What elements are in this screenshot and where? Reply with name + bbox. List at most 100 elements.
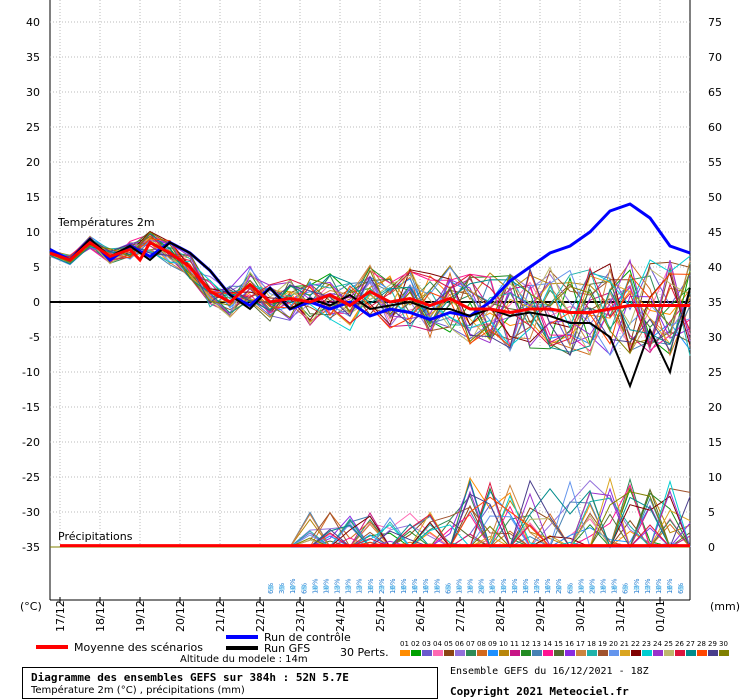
pert-color-swatch: [510, 650, 520, 656]
left-tick-label: -10: [22, 366, 40, 379]
precip-percent-label: 16%: [489, 578, 497, 594]
snowflake-icon: ❄: [322, 584, 330, 594]
pert-number: 21: [620, 640, 629, 648]
precip-percent-label: 13%: [633, 578, 641, 594]
altitude-label: Altitude du modele : 14m: [180, 654, 308, 665]
pert-color-swatch: [444, 650, 454, 656]
pert-number: 23: [642, 640, 651, 648]
pert-color-swatch: [664, 650, 674, 656]
perturbation-line: [49, 232, 691, 353]
pert-number: 26: [675, 640, 684, 648]
x-tick-label: 25/12: [374, 600, 387, 632]
pert-number: 01: [400, 640, 409, 648]
pert-color-swatch: [400, 650, 410, 656]
left-tick-label: 35: [26, 51, 40, 64]
pert-color-swatch: [653, 650, 663, 656]
pert-number: 16: [565, 640, 574, 648]
right-axis-unit: (mm): [710, 600, 740, 613]
snowflake-icon: ❄: [489, 584, 497, 594]
snowflake-icon: ❄: [500, 584, 508, 594]
pert-color-swatch: [466, 650, 476, 656]
perturbation-line: [49, 239, 691, 357]
pert-number: 03: [422, 640, 431, 648]
precip-percent-label: 13%: [345, 578, 353, 594]
perturbation-line: [49, 236, 691, 348]
left-tick-label: 5: [33, 261, 40, 274]
x-tick-label: 19/12: [134, 600, 147, 632]
right-tick-label: 70: [708, 51, 722, 64]
legend-control-label: Run de contrôle: [264, 631, 351, 644]
ensemble-label: Ensemble GEFS du 16/12/2021 - 18Z: [450, 666, 649, 677]
pert-number: 19: [598, 640, 607, 648]
precip-percent-label: 13%: [334, 578, 342, 594]
precip-percent-label: 20%: [555, 578, 563, 594]
pert-number: 11: [510, 640, 519, 648]
pert-color-swatch: [642, 650, 652, 656]
pert-number: 27: [686, 640, 695, 648]
precip-percent-label: 16%: [666, 578, 674, 594]
left-tick-label: -15: [22, 401, 40, 414]
legend-gfs-label: Run GFS: [264, 642, 310, 655]
left-tick-label: -35: [22, 541, 40, 554]
snowflake-icon: ❄: [444, 584, 452, 594]
x-tick-label: 17/12: [54, 600, 67, 632]
left-tick-label: 30: [26, 86, 40, 99]
chart-title: Diagramme des ensembles GEFS sur 384h : …: [31, 671, 349, 684]
right-tick-label: 65: [708, 86, 722, 99]
pert-number: 13: [532, 640, 541, 648]
x-tick-label: 20/12: [174, 600, 187, 632]
left-axis-unit: (°C): [20, 600, 42, 613]
pert-number: 28: [697, 640, 706, 648]
snowflake-icon: ❄: [655, 584, 663, 594]
footer-box: Diagramme des ensembles GEFS sur 384h : …: [22, 667, 438, 699]
snowflake-icon: ❄: [411, 584, 419, 594]
pert-color-swatch: [554, 650, 564, 656]
x-tick-label: 30/12: [574, 600, 587, 632]
precip-percent-label: 10%: [311, 578, 319, 594]
x-tick-label: 24/12: [334, 600, 347, 632]
left-tick-label: -5: [29, 331, 40, 344]
snowflake-icon: ❄: [367, 584, 375, 594]
pert-number: 25: [664, 640, 673, 648]
right-tick-label: 45: [708, 226, 722, 239]
precip-percent-label: 6%: [677, 583, 685, 594]
pert-legend: 01 02 03 04 05 06 07 08 09 10 11 12 13 14 15 16 17 18 19 20…: [400, 640, 729, 656]
snowflake-icon: ❄: [433, 584, 441, 594]
precip-percent-label: 20%: [478, 578, 486, 594]
pert-color-swatch: [477, 650, 487, 656]
precip-percentages: 6%❄ 3%❄ 10%❄ 6%❄ 10%❄ 10%❄ 13%❄ 13%❄ 13%❄ 16%❄ 23%…: [267, 578, 685, 594]
snowflake-icon: ❄: [478, 584, 486, 594]
pert-number: 05: [444, 640, 453, 648]
snowflake-icon: ❄: [666, 584, 674, 594]
pert-number: 07: [466, 640, 475, 648]
right-tick-label: 50: [708, 191, 722, 204]
x-tick-label: 01/01: [654, 600, 667, 632]
precip-percent-label: 16%: [422, 578, 430, 594]
snowflake-icon: ❄: [345, 584, 353, 594]
pert-number: 04: [433, 640, 442, 648]
pert-number: 09: [488, 640, 497, 648]
left-tick-label: 20: [26, 156, 40, 169]
pert-color-swatch: [521, 650, 531, 656]
pert-number: 18: [587, 640, 596, 648]
snowflake-icon: ❄: [566, 584, 574, 594]
pert-color-swatch: [422, 650, 432, 656]
snowflake-icon: ❄: [422, 584, 430, 594]
legend-perts-label: 30 Perts.: [340, 646, 389, 659]
pert-color-swatch: [499, 650, 509, 656]
x-tick-label: 21/12: [214, 600, 227, 632]
left-tick-label: 15: [26, 191, 40, 204]
snowflake-icon: ❄: [267, 584, 275, 594]
snowflake-icon: ❄: [588, 584, 596, 594]
pert-color-swatch: [543, 650, 553, 656]
precip-percent-label: 10%: [577, 578, 585, 594]
control-series-line: [49, 202, 691, 322]
pert-number: 12: [521, 640, 530, 648]
left-tick-label: -25: [22, 471, 40, 484]
pert-number: 15: [554, 640, 563, 648]
precip-percent-label: 16%: [611, 578, 619, 594]
precip-percent-label: 6%: [444, 583, 452, 594]
snowflake-icon: ❄: [522, 584, 530, 594]
